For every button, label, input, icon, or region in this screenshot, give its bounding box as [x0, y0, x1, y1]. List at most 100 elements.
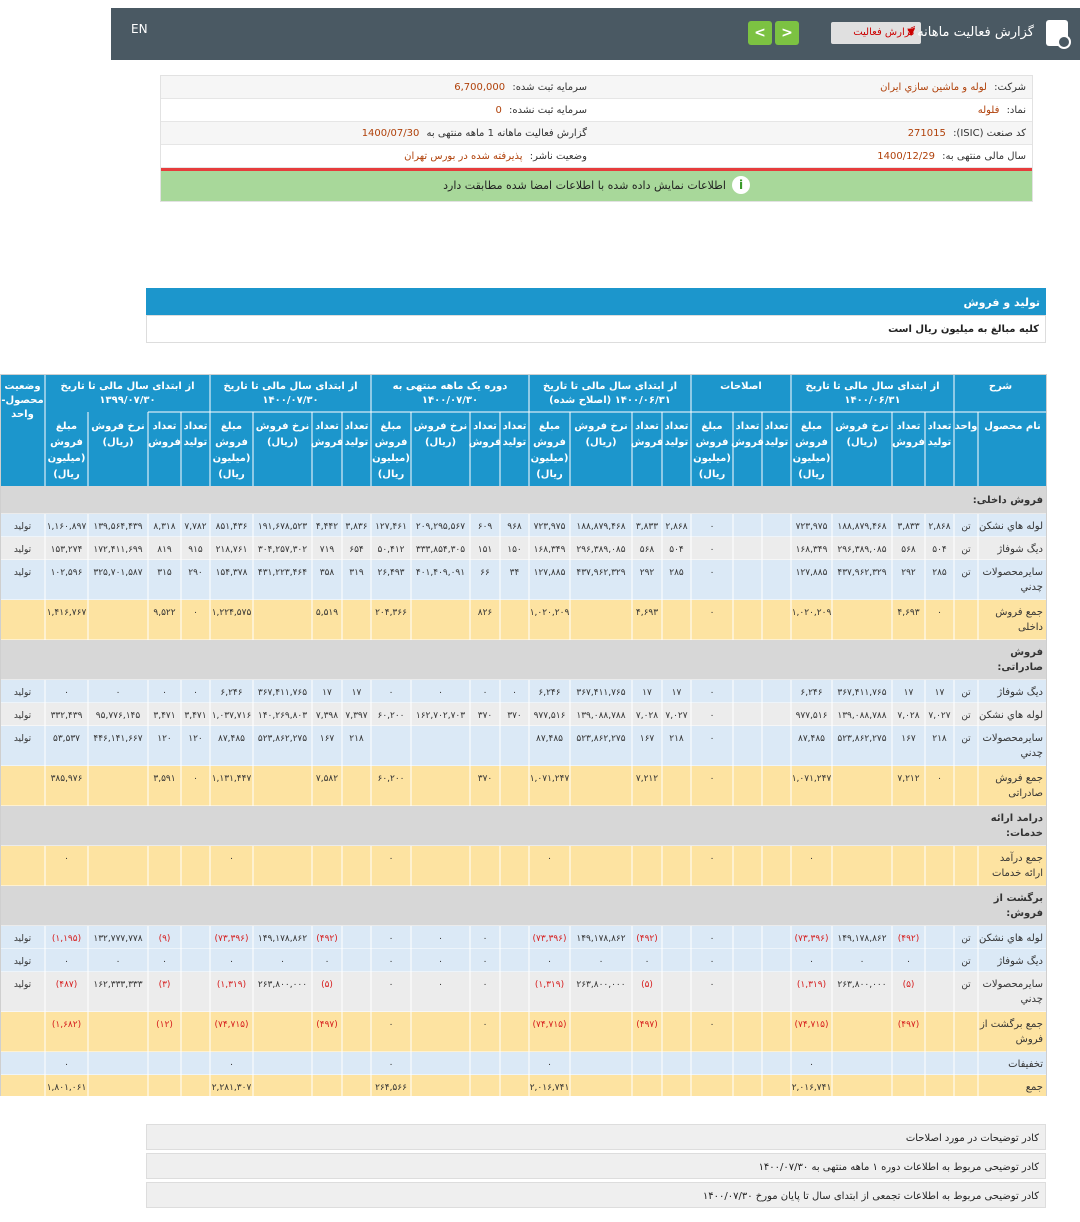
table-cell: ۰ [483, 957, 488, 967]
column-header: (ریال) [267, 437, 298, 448]
table-cell: ۱۶۷ [640, 734, 655, 744]
table-cell: ۵۰۴ [669, 545, 684, 555]
table-cell: ۲۹۰ [188, 568, 203, 578]
table-cell: ۲۱۸ [669, 734, 684, 744]
table-cell: (۷۴,۷۱۵) [532, 1020, 566, 1030]
table-cell: تن [961, 957, 971, 967]
prev-arrow-icon[interactable]: < [748, 21, 772, 45]
table-header [0, 374, 1047, 486]
table-cell: ۰ [438, 934, 443, 944]
column-header: تولید [345, 437, 369, 448]
column-header: ریال) [218, 469, 245, 480]
table-cell: تن [961, 522, 971, 532]
column-header: (میلیون [531, 453, 569, 464]
row-label: سايرمحصولات [983, 979, 1044, 990]
column-header: (ریال) [585, 437, 616, 448]
table-cell: ۱,۱۳۱,۴۴۷ [212, 774, 252, 784]
table-cell: ۰ [809, 1060, 814, 1070]
group-header: ۱۴۰۰/۰۷/۳۰ [262, 395, 318, 406]
row-label: صادراتی [1008, 788, 1043, 799]
row-label: تخفیفات [1008, 1059, 1043, 1070]
table-cell: ۱۴۰,۲۶۹,۸۰۳ [258, 711, 307, 721]
table-row [0, 806, 1047, 846]
column-header: نام محصول [984, 421, 1041, 432]
row-label: فروش [1016, 1034, 1044, 1045]
table-cell: ۶,۲۴۶ [220, 688, 242, 698]
section-subtitle: کلیه مبالغ به میلیون ریال است [146, 315, 1046, 343]
section-row-label: فروش داخلی: [973, 495, 1043, 506]
column-header: (ریال) [846, 437, 877, 448]
table-cell: ۱۸۸,۸۷۹,۴۶۸ [576, 522, 625, 532]
table-cell: ۳۰۴,۲۵۷,۳۰۲ [258, 545, 307, 555]
table-cell: ۱,۰۲۰,۲۰۹ [530, 608, 570, 618]
table-cell: ۱۷ [642, 688, 652, 698]
table-cell: ۲۹۶,۳۸۹,۰۸۵ [837, 545, 886, 555]
table-row [0, 1012, 1047, 1052]
table-cell: ۰ [710, 854, 715, 864]
table-cell: ۳,۵۹۱ [153, 774, 175, 784]
table-cell: ۳۱۹ [349, 568, 364, 578]
table-cell: ۶۶ [480, 568, 490, 578]
table-cell: ۱۵۴,۳۷۸ [216, 568, 248, 578]
column-header: (میلیون [48, 453, 86, 464]
column-header: فروش [311, 437, 344, 448]
table-cell: ۳۳۲,۴۳۹ [51, 711, 83, 721]
table-cell: ۶,۲۴۶ [800, 688, 822, 698]
table-cell: تن [961, 711, 971, 721]
table-cell: ۳۵۸ [320, 568, 335, 578]
column-header: نرخ فروش [835, 421, 888, 432]
table-cell: ۲۱۸ [349, 734, 364, 744]
table-cell: ۰ [64, 957, 69, 967]
column-header: تولید [184, 437, 208, 448]
table-cell: ۳۷۰ [478, 774, 493, 784]
info-icon: i [732, 176, 750, 194]
table-cell: ۱,۰۷۱,۲۴۷ [530, 774, 570, 784]
info-label: سرمایه ثبت شده: [512, 82, 587, 93]
report-type-select[interactable]: گزارش فعالیت ▼ [831, 22, 921, 44]
table-cell: ۰ [483, 980, 488, 990]
table-cell: (۷۳,۳۹۶) [214, 934, 248, 944]
table-cell: (۵) [903, 980, 915, 990]
table-cell: (۴۹۲) [636, 934, 658, 944]
language-toggle[interactable]: EN [131, 22, 148, 36]
next-arrow-icon[interactable]: > [775, 21, 799, 45]
table-cell: ۰ [860, 957, 865, 967]
table-cell: ۷۱۹ [320, 545, 335, 555]
table-row [0, 926, 1047, 949]
table-cell: ۰ [116, 957, 121, 967]
table-cell: ۲۱۸,۷۶۱ [216, 545, 248, 555]
column-header: تعداد [897, 421, 921, 432]
column-header: تعداد [315, 421, 339, 432]
table-cell: ۱۴۹,۱۷۸,۸۶۲ [576, 934, 625, 944]
note-monthly[interactable]: کادر توضیحی مربوط به اطلاعات دوره ۱ ماهه… [146, 1153, 1046, 1179]
section-row-label: برگشت از [993, 891, 1043, 904]
table-cell: ۱۶۷ [901, 734, 916, 744]
column-header: فروش [215, 437, 248, 448]
table-row [0, 600, 1047, 640]
table-cell: ۱۶۸,۳۴۹ [534, 545, 566, 555]
table-cell: ۰ [710, 522, 715, 532]
table-cell: ۳۶۷,۴۱۱,۷۶۵ [576, 688, 625, 698]
table-cell: ۴,۴۴۲ [316, 522, 338, 532]
column-header: تعداد [928, 421, 952, 432]
table-cell: ۰ [483, 1020, 488, 1030]
table-cell: ۲۸۵ [669, 568, 684, 578]
table-cell: ۱۷ [672, 688, 682, 698]
info-label: شرکت: [994, 82, 1026, 93]
table-cell: ۰ [809, 854, 814, 864]
table-cell: (۷۴,۷۱۵) [214, 1020, 248, 1030]
report-type-value: گزارش فعالیت [853, 27, 915, 38]
note-corrections[interactable]: کادر توضیحات در مورد اصلاحات [146, 1124, 1046, 1150]
column-header: فروش [533, 437, 566, 448]
table-cell: ۴۰۱,۴۰۹,۰۹۱ [416, 568, 465, 578]
table-cell: تولید [14, 568, 32, 578]
note-cumulative[interactable]: کادر توضیحی مربوط به اطلاعات تجمعی از اب… [146, 1182, 1046, 1208]
table-row [0, 640, 1047, 680]
table-cell: (۴۹۷) [636, 1020, 658, 1030]
table-cell: ۸۷,۴۸۵ [798, 734, 825, 744]
table-cell: ۱۲۰ [188, 734, 203, 744]
column-header: نرخ فروش [414, 421, 467, 432]
row-label: جمع برگشت از [979, 1018, 1043, 1030]
info-row: کد صنعت (ISIC): 271015 گزارش فعالیت ماها… [161, 122, 1032, 145]
column-header: تعداد [736, 421, 760, 432]
